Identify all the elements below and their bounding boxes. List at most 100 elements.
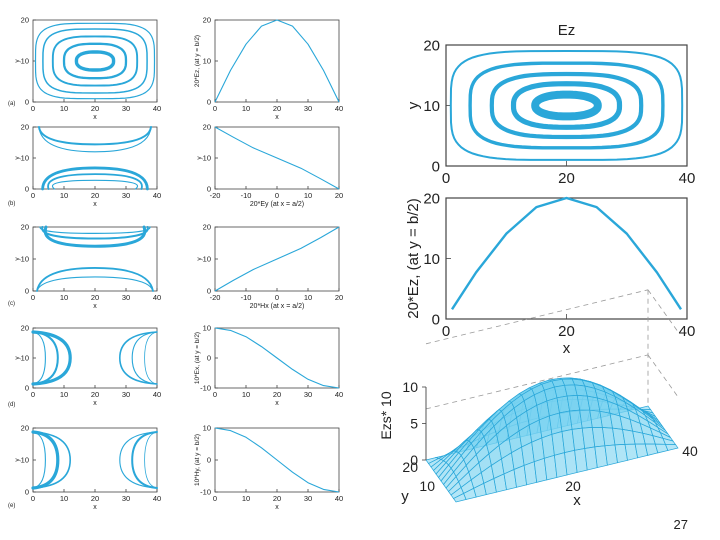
x-tick-label: 20 [91,390,99,399]
x-tick-label: 20 [558,323,575,340]
x-tick-label: 20 [91,104,99,113]
x-axis-label: x [275,504,279,511]
x-tick-label: 20 [273,390,281,399]
y-tick-label: 0 [432,311,440,328]
x-tick-label: 0 [442,170,450,187]
y-axis-label: y [401,488,409,505]
x-tick-label: 0 [31,104,35,113]
x-tick-label: 10 [60,293,68,302]
contour-line [74,50,116,72]
contour-line [144,331,158,385]
contour-line [34,22,156,100]
x-tick-label: 20 [335,191,343,200]
chart-big-contour: 0 20 40 0 10 20 y Ez [405,22,695,187]
contour-line [38,126,152,153]
y-tick-label: 10 [203,424,211,433]
plot-frame [214,19,340,103]
plot-frame [32,19,158,103]
y-tick-label: 20 [21,424,29,433]
y-tick-label: -10 [200,384,211,393]
contour-line [32,331,46,385]
contour-line [32,431,72,489]
box-edge [425,289,649,345]
y-tick-label: 10 [203,255,211,264]
x-tick-label: 20 [91,494,99,503]
x-tick-label: 0 [275,293,279,302]
chart-b-line: -20 -10 0 10 20 0 10 20 20*Ey (at x = a/2) y [196,123,343,208]
y-axis-label: 10*Ex, (at y = b/2) [194,332,201,384]
x-tick-label: 10 [242,104,250,113]
y-tick-label: 0 [207,185,211,194]
x-tick-label: 30 [122,104,130,113]
contour-line [52,179,138,190]
x-tick-label: -20 [210,293,221,302]
y-tick-label: 10 [423,251,440,268]
x-tick-label: 10 [242,494,250,503]
y-axis-label: 10*Hy, (at y = b/2) [194,434,201,486]
plot-frame [32,327,158,389]
x-tick-label: 30 [304,104,312,113]
contour-line [51,35,139,87]
x-tick-label: 20 [558,170,575,187]
y-tick-label: 10 [21,154,29,163]
x-axis-label: x [93,303,97,310]
x-tick-label: 10 [242,390,250,399]
y-tick-label: 20 [203,16,211,25]
x-axis-label: x [93,504,97,511]
x-tick-label: 40 [153,390,161,399]
panel-tag: (d) [8,402,15,408]
y-tick-label: 20 [423,37,440,54]
x-axis-label: 20*Hx (at x = a/2) [250,303,305,310]
x-axis-label: x [563,340,571,357]
contour-line [41,166,149,191]
y-axis-label: y [14,356,21,360]
data-series-line [214,19,340,103]
x-tick-label: 0 [31,293,35,302]
y-tick-label: 20 [21,223,29,232]
z-tick-label: 0 [410,452,418,468]
x-tick-label: 20 [91,293,99,302]
contour-line [41,226,149,240]
surface-cell [664,443,679,451]
chart-title: Ez [558,22,576,39]
x-tick-label: 20 [335,293,343,302]
panel-tag: (b) [8,201,15,207]
contour-line [39,226,151,235]
contour-line [36,276,154,292]
contour-line [131,331,158,385]
y-axis-label: y [196,156,203,160]
x-tick-label: 30 [304,494,312,503]
x-tick-label: 30 [122,293,130,302]
panel-tag: (a) [8,101,15,107]
y-axis-label: y [14,59,21,63]
x-tick-label: 0 [31,390,35,399]
contour-line [47,173,143,190]
z-axis-label: Ezs* 10 [378,391,394,439]
y-tick-label: 10 [419,478,435,494]
data-series-line [450,196,683,310]
panel-tag: (c) [8,301,15,307]
x-tick-label: 40 [153,104,161,113]
x-tick-label: 20 [91,191,99,200]
x-tick-label: -10 [241,293,252,302]
y-tick-label: 20 [203,223,211,232]
plot-frame [445,197,688,320]
x-axis-label: x [275,400,279,407]
contour-line [449,49,684,161]
x-tick-label: 40 [335,390,343,399]
y-tick-label: 0 [207,456,211,465]
y-tick-label: -10 [200,488,211,497]
x-tick-label: 0 [213,494,217,503]
x-tick-label: 10 [60,494,68,503]
x-tick-label: 10 [60,191,68,200]
y-tick-label: 20 [21,16,29,25]
y-axis-label: y [405,101,422,109]
y-tick-label: 0 [25,384,29,393]
x-tick-label: 10 [60,390,68,399]
